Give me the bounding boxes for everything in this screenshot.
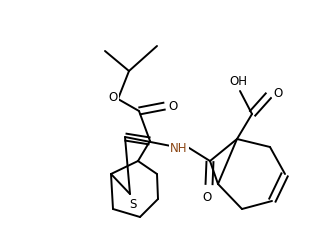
Text: O: O	[273, 87, 283, 100]
Text: OH: OH	[229, 75, 247, 88]
Text: O: O	[168, 100, 178, 113]
Text: S: S	[129, 198, 137, 211]
Text: NH: NH	[170, 142, 188, 155]
Text: O: O	[202, 191, 211, 204]
Text: O: O	[108, 91, 118, 104]
